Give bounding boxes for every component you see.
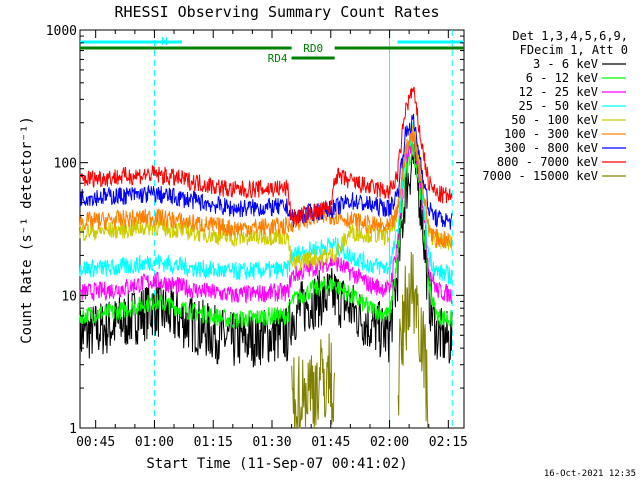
series-line (291, 251, 429, 429)
legend-header: FDecim 1, Att 0 (520, 43, 628, 57)
x-tick-label: 01:15 (194, 435, 233, 450)
legend-label: 800 - 7000 keV (497, 155, 598, 169)
x-tick-label: 02:15 (429, 435, 468, 450)
series-line (79, 113, 453, 230)
y-tick-label: 100 (54, 157, 77, 172)
chart-title: RHESSI Observing Summary Count Rates (114, 3, 439, 21)
y-tick-label: 1000 (46, 24, 77, 39)
y-tick-label: 1 (69, 422, 77, 437)
series-line (79, 129, 453, 249)
series-line (79, 121, 453, 271)
series-line (79, 132, 453, 305)
legend-label: 25 - 50 keV (519, 99, 598, 113)
series-line (79, 141, 453, 329)
x-tick-label: 01:00 (135, 435, 174, 450)
series-line (79, 86, 453, 226)
footer-timestamp: 16-Oct-2021 12:35 (544, 469, 636, 479)
series-group (79, 86, 453, 429)
legend: Det 1,3,4,5,6,9,FDecim 1, Att 03 - 6 keV… (482, 29, 628, 183)
x-tick-label: 00:45 (76, 435, 115, 450)
series-line (79, 121, 453, 286)
x-tick-label: 02:00 (370, 435, 409, 450)
legend-label: 12 - 25 keV (519, 85, 598, 99)
state-bar-label: RD0 (303, 42, 323, 55)
legend-label: 3 - 6 keV (533, 57, 598, 71)
legend-label: 100 - 300 keV (504, 127, 598, 141)
x-axis-label: Start Time (11-Sep-07 00:41:02) (146, 456, 407, 472)
x-axis: 00:45 01:00 01:15 01:30 01:45 02:00 02:15 (76, 30, 468, 450)
legend-label: 50 - 100 keV (511, 113, 598, 127)
y-tick-label: 10 (61, 289, 77, 304)
x-tick-label: 01:45 (311, 435, 350, 450)
vertical-markers (153, 30, 453, 428)
state-bar-label: RD4 (268, 52, 288, 65)
legend-label: 6 - 12 keV (526, 71, 598, 85)
y-axis: 1 10 100 1000 (46, 24, 464, 437)
state-bar-label: N (161, 35, 168, 48)
legend-label: 7000 - 15000 keV (482, 169, 598, 183)
x-tick-label: 01:30 (252, 435, 291, 450)
legend-header: Det 1,3,4,5,6,9, (512, 29, 628, 43)
legend-label: 300 - 800 keV (504, 141, 598, 155)
y-axis-label: Count Rate (s⁻¹ detector⁻¹) (19, 116, 35, 344)
state-bars: N RD0 RD4 (80, 35, 464, 65)
